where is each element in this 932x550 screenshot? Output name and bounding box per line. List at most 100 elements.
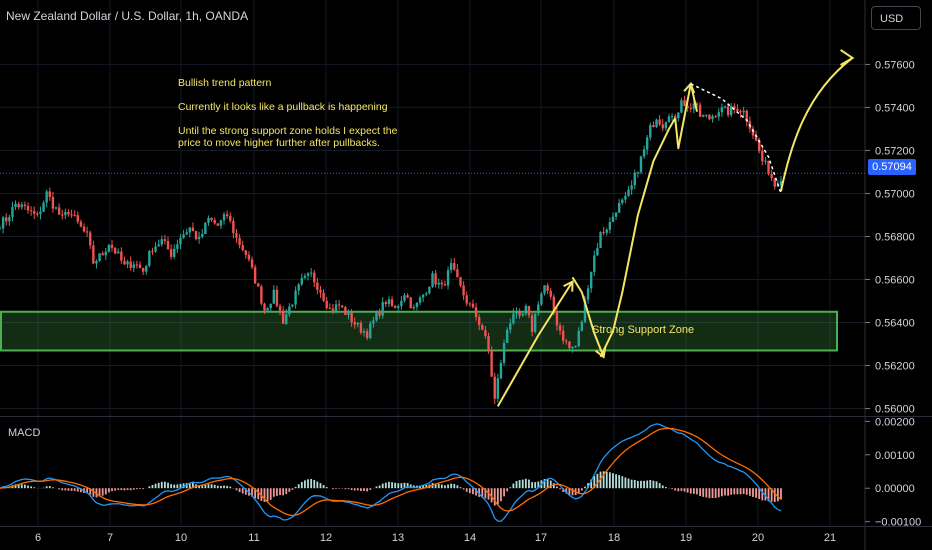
candle-body	[45, 191, 48, 203]
y-tick-label: 0.56000	[875, 404, 915, 416]
candle-body	[229, 215, 232, 221]
candle-body	[509, 323, 512, 330]
candle-body	[540, 293, 543, 305]
candle-body	[33, 211, 36, 214]
candle-body	[421, 294, 425, 298]
candle-body	[263, 303, 266, 311]
macd-y-tick-label: 0.00100	[875, 450, 915, 462]
candle-body	[627, 189, 630, 196]
candle-body	[126, 261, 129, 265]
y-tick-label: 0.57000	[875, 188, 915, 200]
candle-body	[649, 125, 652, 138]
candle-body	[758, 140, 761, 151]
candle-body	[481, 325, 484, 330]
candle-body	[238, 237, 241, 246]
candle-body	[272, 289, 276, 304]
macd-line	[0, 423, 782, 522]
candle-body	[48, 191, 51, 197]
candle-body	[695, 103, 699, 105]
candle-body	[123, 260, 126, 265]
trend-line-zigzag1	[571, 276, 605, 358]
candle-body	[714, 116, 717, 118]
candle-body	[20, 204, 23, 208]
candle-body	[546, 285, 549, 291]
candle-body	[471, 303, 475, 308]
candle-body	[459, 277, 462, 286]
candle-body	[496, 378, 500, 399]
candle-body	[552, 296, 556, 312]
candle-body	[586, 288, 590, 300]
candle-body	[207, 217, 210, 223]
zigzag-arrowhead	[595, 346, 607, 359]
x-tick-label: 20	[752, 532, 764, 544]
candle-body	[266, 307, 269, 311]
candle-body	[397, 306, 400, 308]
current-price-tag: 0.57094	[868, 159, 916, 175]
candle-body	[337, 304, 341, 306]
candle-body	[515, 311, 518, 314]
candle-body	[449, 263, 453, 271]
candle-body	[381, 302, 384, 316]
candle-body	[571, 346, 574, 349]
candle-body	[437, 282, 440, 285]
candle-body	[138, 264, 142, 268]
candle-body	[257, 283, 260, 287]
candle-body	[129, 261, 132, 268]
candle-body	[89, 232, 92, 246]
x-tick-label: 17	[535, 532, 547, 544]
candle-body	[57, 207, 61, 215]
candle-body	[742, 110, 745, 113]
candle-body	[1, 217, 5, 229]
candle-body	[686, 106, 689, 108]
candle-body	[375, 311, 378, 321]
candle-body	[512, 313, 515, 324]
candle-body	[530, 315, 534, 332]
y-tick-label: 0.56400	[875, 318, 915, 330]
candle-body	[92, 245, 95, 264]
candle-body	[247, 254, 251, 260]
candle-body	[250, 259, 254, 268]
candle-body	[300, 277, 304, 285]
candle-body	[160, 239, 163, 245]
candle-body	[630, 185, 633, 190]
candle-body	[655, 119, 658, 127]
candle-body	[275, 289, 279, 306]
candle-body	[428, 286, 431, 294]
candle-body	[708, 114, 711, 120]
candle-body	[642, 149, 646, 157]
candle-body	[730, 106, 733, 116]
candle-body	[565, 340, 568, 342]
candle-body	[278, 305, 282, 311]
candle-body	[773, 178, 776, 187]
candle-body	[761, 150, 764, 162]
candle-body	[446, 270, 450, 286]
candle-body	[555, 311, 559, 326]
candle-body	[490, 349, 493, 377]
candle-body	[244, 250, 248, 255]
candle-body	[322, 292, 325, 301]
candle-body	[736, 108, 739, 112]
candlestick-series	[0, 95, 783, 405]
candle-body	[294, 290, 297, 305]
candle-body	[194, 231, 198, 240]
x-tick-label: 14	[464, 532, 476, 544]
candle-body	[754, 135, 758, 141]
candle-body	[303, 275, 307, 278]
candle-body	[608, 222, 612, 230]
arrow-up-head	[563, 280, 574, 292]
candle-body	[596, 247, 599, 256]
trend-line-zigzag3	[674, 82, 698, 150]
candle-body	[726, 106, 730, 116]
currency-button[interactable]: USD	[871, 6, 921, 30]
candle-body	[518, 311, 521, 316]
pullback-dashed-curve	[690, 83, 782, 194]
candle-body	[673, 116, 677, 119]
candle-body	[599, 232, 602, 248]
candle-body	[580, 321, 584, 331]
candle-body	[8, 217, 11, 222]
candle-body	[29, 210, 33, 212]
x-tick-label: 7	[107, 532, 113, 544]
candle-body	[110, 244, 114, 248]
candle-body	[309, 272, 313, 274]
